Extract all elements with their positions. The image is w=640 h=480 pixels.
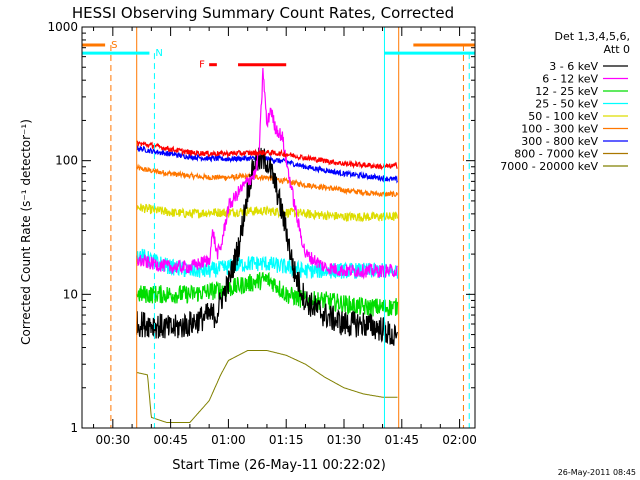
x-tick-label-5: 01:45 [384,433,419,447]
flag-label-S: S [111,40,117,51]
plot-area [82,27,475,428]
legend-label-1: 6 - 12 keV [542,73,598,86]
x-tick-label-1: 00:45 [153,433,188,447]
plot-background [82,27,475,428]
series-line-1 [136,67,398,280]
x-tick-label-2: 01:00 [211,433,246,447]
y-axis-label: Corrected Count Rate (s⁻¹ detector⁻¹) [19,119,33,345]
series-line-6 [136,145,399,184]
legend-label-7: 800 - 7000 keV [514,148,598,161]
y-tick-label-3: 1000 [47,20,78,34]
legend-label-3: 25 - 50 keV [535,98,598,111]
legend-label-0: 3 - 6 keV [549,60,598,73]
series-line-0 [136,147,399,346]
legend-header-line-1: Det 1,3,4,5,6, [554,30,630,43]
legend-label-5: 100 - 300 keV [521,123,598,136]
legend-header-line-2: Att 0 [604,43,630,56]
y-tick-label-2: 100 [55,154,78,168]
series-line-red [136,140,398,171]
series-line-2 [136,271,399,317]
series-layer [136,67,399,423]
legend-label-8: 7000 - 20000 keV [500,160,598,173]
legend-label-2: 12 - 25 keV [535,85,598,98]
series-line-5 [136,163,399,197]
y-tick-label-1: 10 [63,287,78,301]
legend-label-4: 50 - 100 keV [528,110,598,123]
axis-layer: 1 10 100 1000 00:30 00:45 01:00 01:15 01:30 01:45… [47,20,476,447]
plot-frame [81,26,476,429]
chart-title: HESSI Observing Summary Count Rates, Cor… [72,4,454,22]
y-tick-label-0: 1 [70,421,78,435]
x-tick-label-4: 01:30 [327,433,362,447]
x-tick-label-3: 01:15 [269,433,304,447]
legend-label-6: 300 - 800 keV [521,135,598,148]
flag-label-N: N [155,48,162,59]
series-line-8 [136,350,398,423]
x-axis-label: Start Time (26-May-11 00:22:02) [172,458,386,473]
flag-label-F: F [199,60,205,71]
timestamp: 26-May-2011 08:45 [558,468,636,477]
x-tick-label-0: 00:30 [96,433,131,447]
flag-layer: S N F [82,27,475,428]
x-tick-label-6: 02:00 [442,433,477,447]
series-line-4 [136,203,399,223]
